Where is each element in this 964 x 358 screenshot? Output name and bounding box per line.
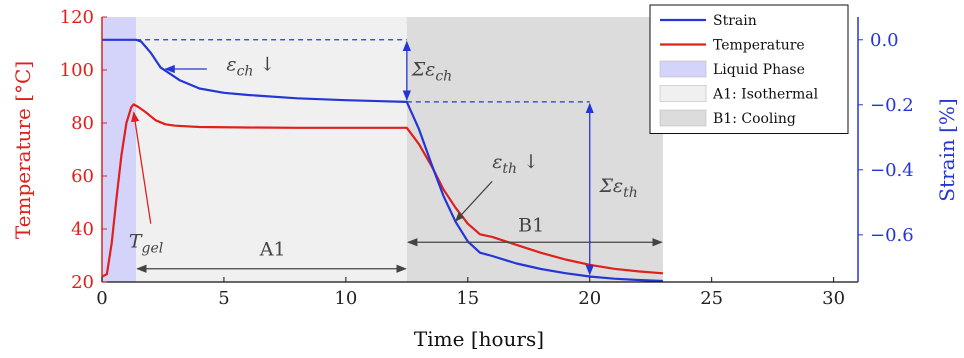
y-left-tick-label: 40 [71,219,94,240]
x-tick-label: 10 [334,288,357,309]
y-axis-label-right: Strain [%] [935,98,959,201]
t-gel-pointer [131,111,152,224]
legend-label: Strain [713,13,757,29]
x-tick-label: 25 [700,288,723,309]
y-right-tick-label: −0.2 [870,95,914,116]
x-tick-label: 5 [218,288,229,309]
series-line-temperature [101,103,663,278]
y-left-tick-label: 80 [71,113,94,134]
y-right-tick-label: −0.6 [870,225,914,246]
a1-label: A1 [259,239,286,261]
data-series [101,38,663,283]
legend-label: B1: Cooling [713,111,796,127]
sum-eps-ch-label: Σεch [411,59,453,85]
eps-th-pointer [454,180,493,222]
y-left-tick-label: 120 [60,7,94,28]
x-tick-label: 15 [456,288,479,309]
y-right-tick-label: −0.4 [870,160,914,181]
x-tick-label: 20 [578,288,601,309]
y-left-tick-label: 20 [71,272,94,293]
region-b1-cooling [406,17,663,282]
legend-swatch-patch [659,60,707,78]
x-tick-label: 30 [822,288,845,309]
eps-ch-label: εch ↓ [226,54,275,80]
y-left-tick-label: 60 [71,166,94,187]
legend: Strain Temperature Liquid Phase A1: Isother… [649,4,849,134]
y-right-tick-label: 0.0 [870,30,899,51]
ticks: 0 5 10 15 20 25 30 20 40 60 80 100 120 0.0 −0.2 −0.4 −0.… [60,7,914,309]
legend-swatch-patch [659,85,707,102]
region-a1-isothermal [136,17,407,282]
axes [101,17,859,283]
y-axis-label-left: Temperature [°C] [11,61,35,239]
legend-label: A1: Isothermal [712,87,819,103]
region-liquid-phase [102,17,137,282]
series-line-strain [102,38,663,283]
legend-swatch-patch [659,109,707,127]
eps-th-label: εth ↓ [492,151,539,177]
b1-label: B1 [518,215,544,237]
legend-label: Temperature [713,38,805,54]
x-axis-label: Time [hours] [414,327,544,351]
legend-label: Liquid Phase [713,62,805,78]
phase-regions [102,17,663,282]
y-left-tick-label: 100 [60,60,94,81]
x-tick-label: 0 [96,288,107,309]
